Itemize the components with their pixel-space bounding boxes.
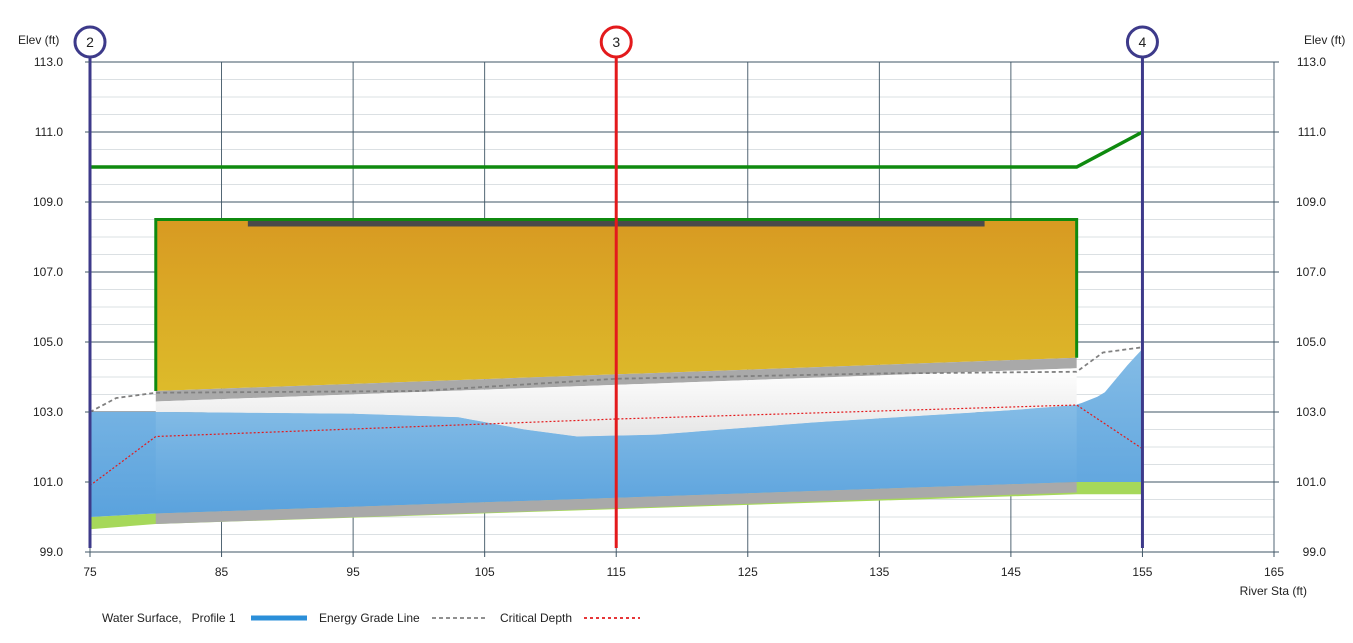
y-axis-title-left: Elev (ft) — [18, 33, 59, 47]
x-tick-label: 75 — [83, 565, 97, 579]
axes: 99.0 99.0 101.0 101.0 103.0 103.0 105.0 105.0 10… — [18, 33, 1345, 598]
cross-section-label-2: 2 — [86, 34, 94, 50]
road-profile-line — [90, 130, 1144, 169]
legend-label-water-surface: Water Surface, Profile 1 — [102, 611, 236, 625]
legend-label-critical-depth: Critical Depth — [500, 611, 572, 625]
y-tick-label-right: 109.0 — [1296, 195, 1326, 209]
x-tick-label: 105 — [475, 565, 495, 579]
x-tick-label: 135 — [869, 565, 889, 579]
x-tick-label: 165 — [1264, 565, 1284, 579]
energy-grade-line — [89, 346, 1143, 413]
y-tick-label-right: 99.0 — [1303, 545, 1327, 559]
y-axis-title-right: Elev (ft) — [1304, 33, 1345, 47]
cross-section-badge-4 — [1125, 25, 1159, 59]
y-tick-label-right: 113.0 — [1297, 55, 1326, 69]
y-tick-label-left: 111.0 — [35, 125, 64, 139]
y-tick-label-left: 107.0 — [33, 265, 63, 279]
y-tick-label-left: 113.0 — [34, 55, 63, 69]
critical-depth-line — [89, 404, 1143, 486]
x-tick-label: 125 — [738, 565, 758, 579]
cross-section-badge-3 — [599, 25, 633, 59]
x-tick-label: 145 — [1001, 565, 1021, 579]
cross-section-label-4: 4 — [1139, 34, 1147, 50]
y-tick-label-right: 111.0 — [1298, 125, 1327, 139]
x-tick-label: 85 — [215, 565, 229, 579]
y-tick-label-right: 105.0 — [1296, 335, 1326, 349]
y-tick-label-left: 101.0 — [33, 475, 63, 489]
y-tick-label-right: 101.0 — [1296, 475, 1326, 489]
legend-label-energy-grade-line: Energy Grade Line — [319, 611, 420, 625]
y-tick-label-left: 103.0 — [33, 405, 63, 419]
x-tick-label: 155 — [1132, 565, 1152, 579]
y-tick-label-left: 105.0 — [33, 335, 63, 349]
y-tick-label-left: 99.0 — [40, 545, 64, 559]
cross-section-badge-2 — [73, 25, 107, 59]
x-tick-label: 115 — [607, 565, 626, 579]
legend: Water Surface, Profile 1 Energy Grade Lin… — [102, 611, 640, 625]
x-tick-label: 95 — [346, 565, 360, 579]
y-tick-label-left: 109.0 — [33, 195, 63, 209]
y-tick-label-right: 107.0 — [1296, 265, 1326, 279]
cross-section-markers: 2 3 4 — [73, 25, 1159, 548]
y-tick-label-right: 103.0 — [1296, 405, 1326, 419]
cross-section-label-3: 3 — [612, 34, 620, 50]
x-axis-title: River Sta (ft) — [1240, 584, 1307, 598]
